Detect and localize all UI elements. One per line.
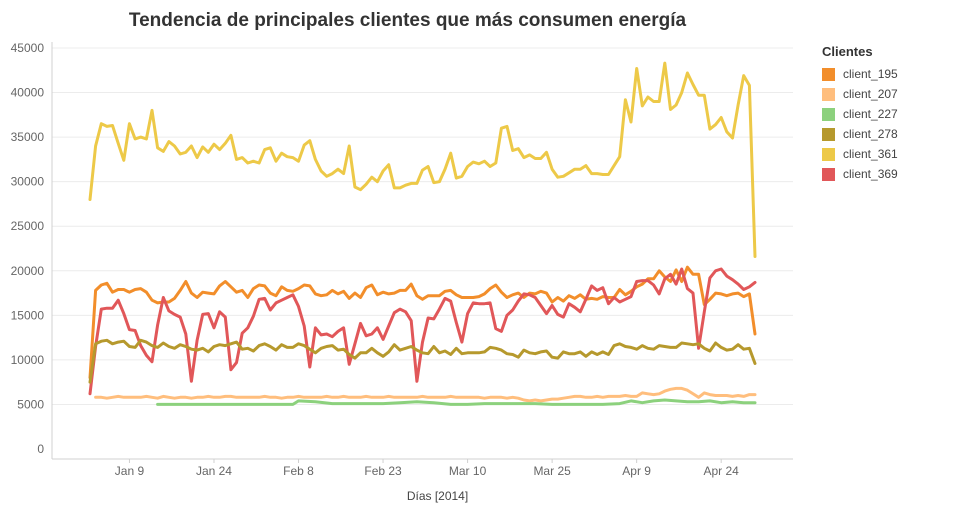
legend-label: client_278 bbox=[843, 127, 898, 141]
x-tick-label: Apr 24 bbox=[704, 464, 740, 478]
gridlines bbox=[52, 47, 793, 405]
y-tick-label: 25000 bbox=[11, 219, 45, 233]
legend-swatch bbox=[822, 107, 835, 121]
legend-item-client-361[interactable]: client_361 bbox=[822, 144, 898, 164]
legend-item-client-369[interactable]: client_369 bbox=[822, 164, 898, 184]
series-line-client-195 bbox=[88, 265, 757, 380]
x-axis-title: Días [2014] bbox=[407, 489, 468, 503]
y-tick-label: 0 bbox=[37, 442, 44, 456]
x-tick-label: Jan 9 bbox=[115, 464, 145, 478]
y-tick-label: 10000 bbox=[11, 353, 45, 367]
y-tick-label: 40000 bbox=[11, 86, 45, 100]
legend-swatch bbox=[822, 67, 835, 81]
chart-title: Tendencia de principales clientes que má… bbox=[128, 10, 687, 31]
x-tick-label: Mar 25 bbox=[533, 464, 571, 478]
series-line-client-361 bbox=[88, 61, 757, 258]
x-tick-label: Feb 8 bbox=[283, 464, 314, 478]
legend-item-client-207[interactable]: client_207 bbox=[822, 84, 898, 104]
x-tick-label: Feb 23 bbox=[364, 464, 402, 478]
legend-swatch bbox=[822, 147, 835, 161]
legend-items: client_195 client_207 client_227 client_278… bbox=[822, 64, 898, 184]
legend-label: client_227 bbox=[843, 107, 898, 121]
series-lines bbox=[88, 61, 757, 406]
x-tick-label: Jan 24 bbox=[196, 464, 232, 478]
y-tick-label: 5000 bbox=[17, 397, 44, 411]
x-tick-label: Apr 9 bbox=[622, 464, 651, 478]
y-tick-label: 35000 bbox=[11, 130, 45, 144]
y-tick-label: 15000 bbox=[11, 308, 45, 322]
legend-swatch bbox=[822, 167, 835, 181]
legend-label: client_369 bbox=[843, 167, 898, 181]
legend-item-client-227[interactable]: client_227 bbox=[822, 104, 898, 124]
y-tick-label: 45000 bbox=[11, 41, 45, 55]
legend-item-client-195[interactable]: client_195 bbox=[822, 64, 898, 84]
y-tick-label: 30000 bbox=[11, 175, 45, 189]
legend-label: client_207 bbox=[843, 87, 898, 101]
legend-label: client_361 bbox=[843, 147, 898, 161]
legend-item-client-278[interactable]: client_278 bbox=[822, 124, 898, 144]
axes bbox=[51, 42, 793, 460]
series-line-client-207 bbox=[94, 386, 757, 403]
series-line-client-369 bbox=[88, 267, 757, 396]
x-tick-label: Mar 10 bbox=[449, 464, 487, 478]
x-tick-labels: Jan 9 Jan 24 Feb 8 Feb 23 Mar 10 Mar 25 Apr 9 A… bbox=[115, 459, 739, 478]
legend-label: client_195 bbox=[843, 67, 898, 81]
y-tick-labels: 0 5000 10000 15000 20000 25000 30000 35000 40000… bbox=[11, 41, 45, 456]
y-tick-label: 20000 bbox=[11, 264, 45, 278]
legend: Clientes client_195 client_207 client_227 c… bbox=[822, 44, 898, 184]
series-line-client-227 bbox=[156, 398, 757, 406]
series-line-client-278 bbox=[88, 338, 757, 384]
legend-swatch bbox=[822, 87, 835, 101]
legend-swatch bbox=[822, 127, 835, 141]
legend-title: Clientes bbox=[822, 44, 873, 59]
